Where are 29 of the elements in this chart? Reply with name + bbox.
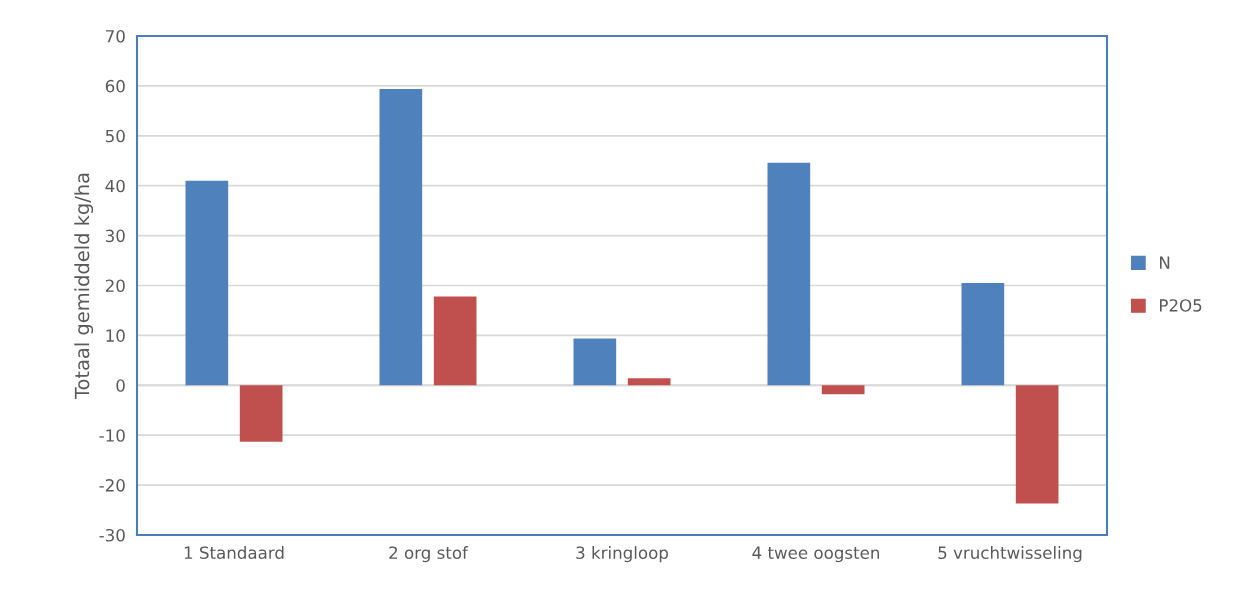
- legend-label: P2O5: [1160, 299, 1202, 312]
- x-tick-label: 2 org stof: [389, 546, 469, 563]
- y-tick-label: -20: [99, 479, 125, 492]
- bar: [379, 88, 423, 386]
- x-tick-label: 1 Standaard: [184, 546, 284, 560]
- bar: [767, 162, 811, 386]
- bar: [627, 378, 671, 386]
- x-tick-label: 3 kringloop: [576, 546, 668, 563]
- y-tick-label: -30: [99, 528, 125, 542]
- x-tick-label: 5 vruchtwisseling: [938, 546, 1082, 563]
- y-tick-label: 20: [105, 279, 125, 293]
- y-tick-label: 40: [105, 179, 125, 193]
- bar: [433, 296, 477, 386]
- y-tick-label: 0: [116, 379, 125, 392]
- bar: [821, 385, 865, 395]
- bar: [185, 180, 229, 386]
- bar: [573, 338, 617, 386]
- y-tick-label: 70: [106, 29, 125, 43]
- y-tick-label: -10: [99, 429, 125, 442]
- y-axis-title: Totaal gemiddeld kg/ha: [74, 173, 94, 400]
- bar: [1015, 385, 1059, 504]
- bar: [239, 385, 283, 442]
- bar: [961, 283, 1005, 386]
- y-tick-label: 50: [105, 129, 125, 143]
- y-tick-label: 60: [105, 79, 125, 93]
- x-tick-label: 4 twee oogsten: [752, 546, 880, 563]
- y-tick-label: 10: [106, 329, 125, 342]
- legend-label: N: [1160, 256, 1170, 269]
- y-tick-label: 30: [105, 229, 125, 243]
